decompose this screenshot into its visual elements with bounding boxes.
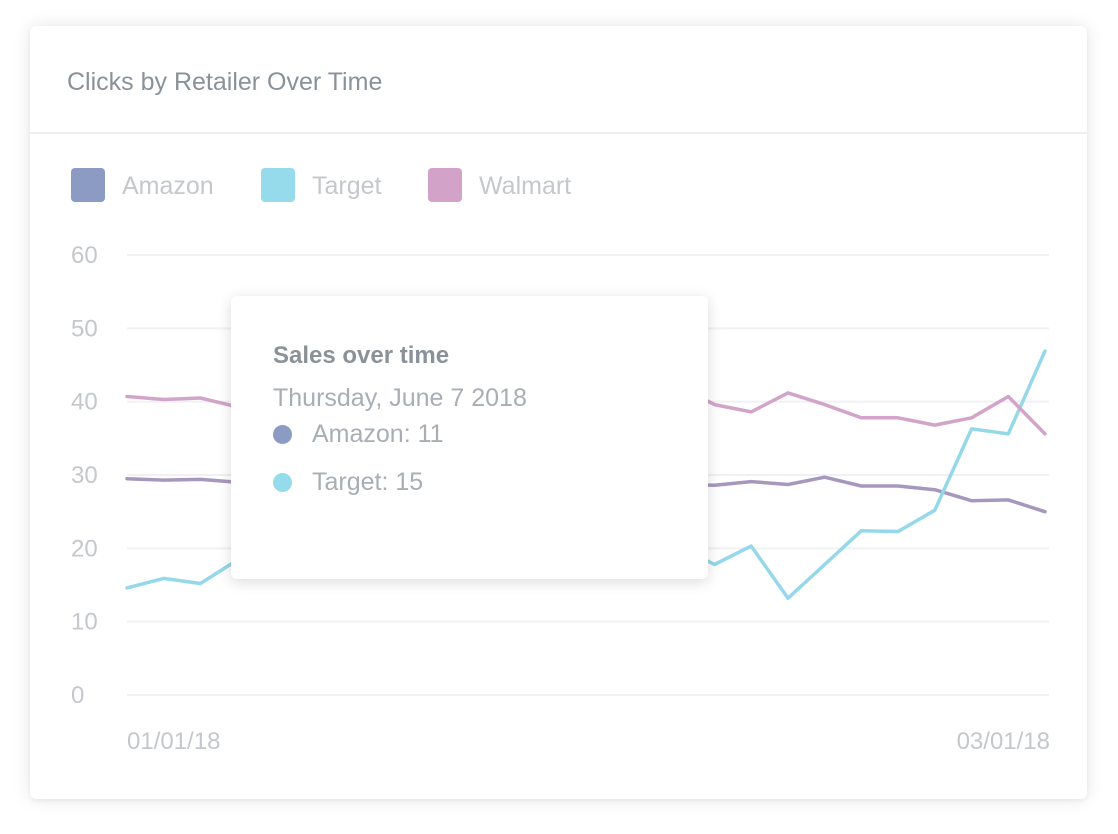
tooltip-item-target: Target: 15 xyxy=(273,466,423,498)
tooltip-item-label: Amazon: 11 xyxy=(312,419,444,448)
tooltip-item-amazon: Amazon: 11 xyxy=(273,418,444,450)
tooltip-title: Sales over time xyxy=(273,342,450,369)
card-header: Clicks by Retailer Over Time xyxy=(30,26,1087,134)
chart-card: Clicks by Retailer Over Time Amazon Targe… xyxy=(30,26,1087,799)
card-title: Clicks by Retailer Over Time xyxy=(67,68,383,96)
y-axis: 0 10 20 30 40 50 60 xyxy=(71,242,98,709)
tooltip-item-label: Target: 15 xyxy=(312,467,424,496)
y-tick-label: 20 xyxy=(71,535,98,562)
y-tick-label: 60 xyxy=(71,242,98,269)
target-dot-icon xyxy=(273,472,292,492)
y-tick-label: 10 xyxy=(71,609,98,636)
chart-legend: Amazon Target Walmart xyxy=(71,168,571,202)
y-tick-label: 40 xyxy=(71,389,98,416)
tooltip-date: Thursday, June 7 2018 xyxy=(273,384,527,412)
legend-item-amazon[interactable]: Amazon xyxy=(71,168,214,202)
x-tick-label: 01/01/18 xyxy=(127,728,220,755)
x-axis: 01/01/18 03/01/18 xyxy=(127,728,1050,755)
chart-tooltip: Sales over time Thursday, June 7 2018 Am… xyxy=(231,296,708,579)
y-tick-label: 30 xyxy=(71,462,98,489)
legend-item-target[interactable]: Target xyxy=(261,168,382,202)
legend-label: Target xyxy=(312,172,382,200)
legend-swatch-icon xyxy=(261,168,295,202)
legend-swatch-icon xyxy=(71,168,105,202)
legend-item-walmart[interactable]: Walmart xyxy=(428,168,571,202)
legend-swatch-icon xyxy=(428,168,462,202)
legend-label: Amazon xyxy=(122,172,214,200)
amazon-dot-icon xyxy=(273,424,292,444)
y-tick-label: 0 xyxy=(71,682,84,709)
legend-label: Walmart xyxy=(479,172,571,200)
y-tick-label: 50 xyxy=(71,315,98,342)
x-tick-label: 03/01/18 xyxy=(957,728,1050,755)
